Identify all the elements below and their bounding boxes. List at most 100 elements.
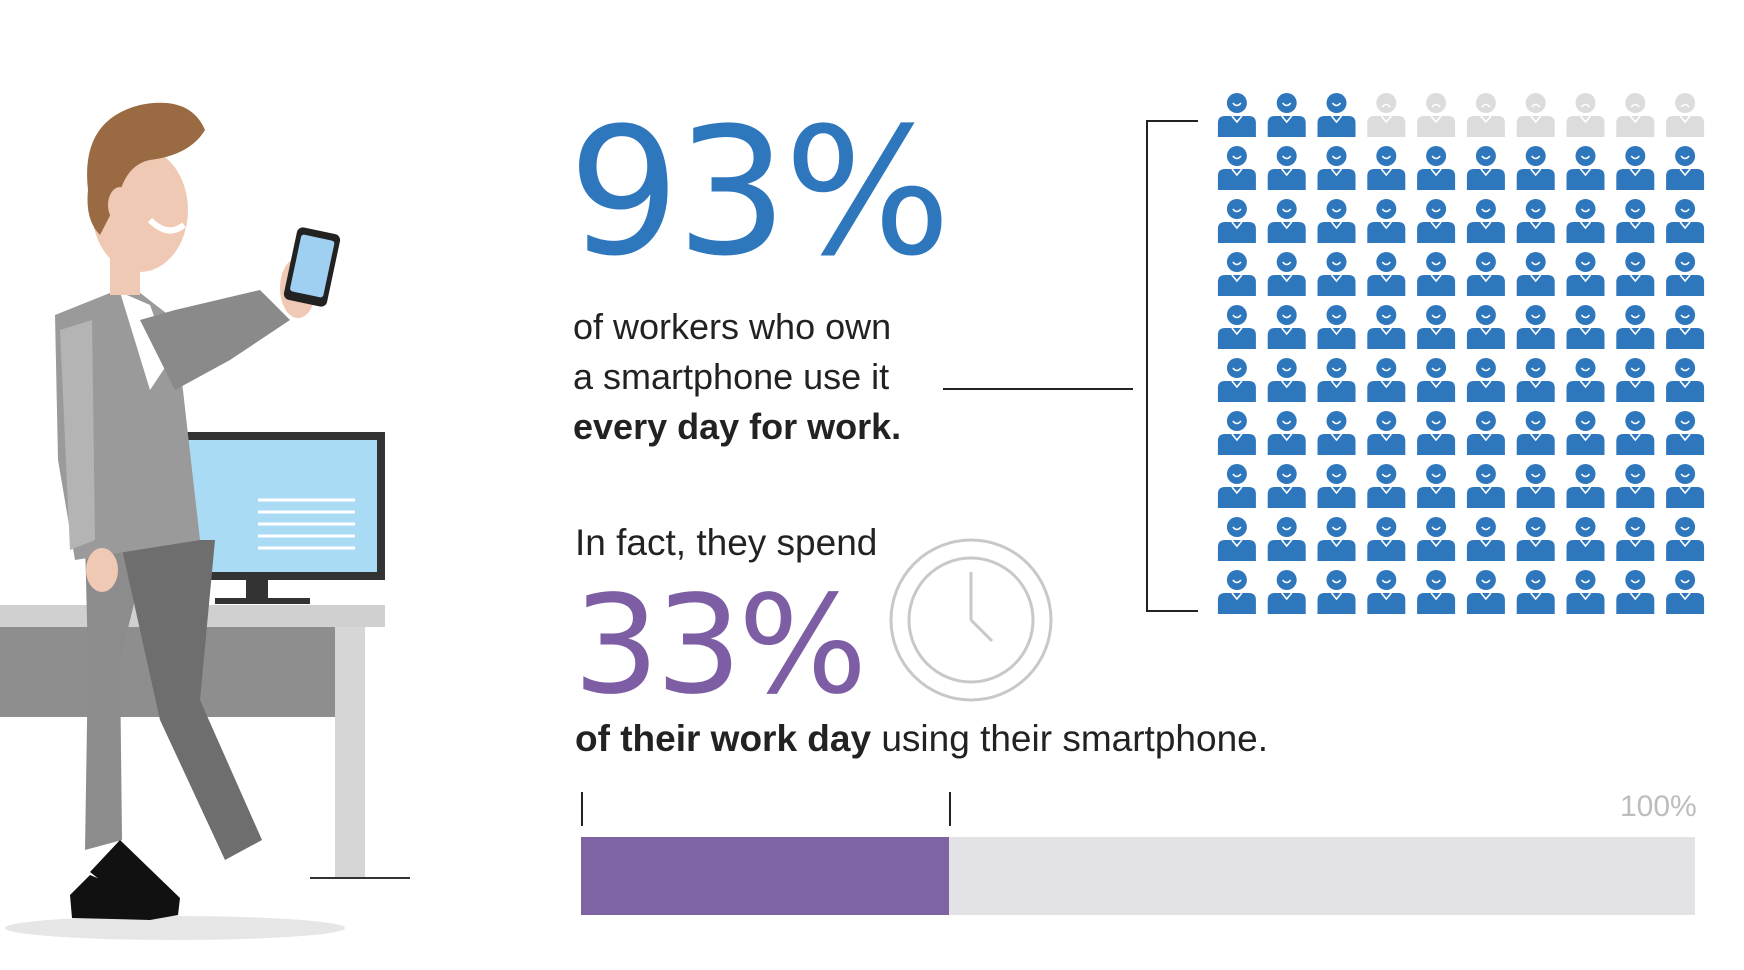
- person-icon: [1616, 464, 1655, 508]
- person-icon: [1317, 199, 1356, 243]
- stat-secondary-intro: In fact, they spend: [575, 522, 878, 563]
- person-icon: [1666, 199, 1705, 243]
- person-icon: [1417, 252, 1456, 296]
- person-icon: [1217, 146, 1256, 190]
- person-icon: [1367, 358, 1406, 402]
- stat-primary-line-1: of workers who own: [573, 306, 892, 347]
- stat-secondary-description: of their work day using their smartphone…: [575, 718, 1268, 760]
- person-icon: [1466, 517, 1505, 561]
- person-icon: [1367, 199, 1406, 243]
- person-icon: [1367, 411, 1406, 455]
- person-icon: [1566, 93, 1605, 137]
- stat-secondary-emphasis: of their work day: [575, 718, 872, 759]
- person-icon: [1566, 358, 1605, 402]
- person-icon: [1317, 146, 1356, 190]
- person-icon: [1616, 570, 1655, 614]
- person-icon: [1566, 464, 1605, 508]
- grid-bracket: [1146, 120, 1198, 612]
- person-icon: [1317, 517, 1356, 561]
- person-icon: [1317, 464, 1356, 508]
- person-icon: [1616, 252, 1655, 296]
- progress-bar-fill: [581, 837, 949, 915]
- person-icon: [1267, 252, 1306, 296]
- person-icon: [1417, 305, 1456, 349]
- person-icon: [1417, 517, 1456, 561]
- person-icon: [1516, 570, 1555, 614]
- person-icon: [1666, 93, 1705, 137]
- person-icon: [1666, 464, 1705, 508]
- person-icon: [1566, 146, 1605, 190]
- person-icon: [1466, 305, 1505, 349]
- stat-primary-value: 93%: [568, 90, 951, 295]
- person-icon: [1417, 464, 1456, 508]
- stat-secondary-rest: using their smartphone.: [871, 718, 1268, 759]
- person-icon: [1616, 93, 1655, 137]
- person-icon: [1516, 252, 1555, 296]
- person-icon: [1267, 199, 1306, 243]
- person-icon: [1217, 411, 1256, 455]
- person-icon: [1466, 93, 1505, 137]
- connector-line: [943, 388, 1133, 390]
- person-icon: [1367, 252, 1406, 296]
- businessman-with-smartphone-illustration: [0, 102, 410, 940]
- person-icon: [1417, 93, 1456, 137]
- person-icon: [1217, 199, 1256, 243]
- person-icon: [1267, 358, 1306, 402]
- person-icon: [1466, 146, 1505, 190]
- person-icon: [1666, 252, 1705, 296]
- person-icon: [1516, 199, 1555, 243]
- stat-primary-description: of workers who own a smartphone use it e…: [573, 302, 901, 452]
- person-icon: [1217, 358, 1256, 402]
- bar-start-tick: [581, 792, 583, 826]
- person-icon: [1367, 146, 1406, 190]
- person-icon: [1317, 305, 1356, 349]
- person-icon: [1466, 252, 1505, 296]
- stat-primary-emphasis: every day for work.: [573, 406, 902, 447]
- person-icon: [1666, 570, 1705, 614]
- person-icon: [1267, 464, 1306, 508]
- person-icon: [1267, 93, 1306, 137]
- person-icon: [1616, 199, 1655, 243]
- person-icon: [1317, 570, 1356, 614]
- person-icon: [1217, 570, 1256, 614]
- person-icon: [1516, 464, 1555, 508]
- person-icon: [1317, 93, 1356, 137]
- progress-bar-track: [581, 837, 1695, 915]
- person-icon: [1466, 199, 1505, 243]
- person-icon: [1317, 252, 1356, 296]
- person-icon: [1566, 252, 1605, 296]
- person-icon: [1217, 464, 1256, 508]
- person-icon: [1516, 305, 1555, 349]
- person-icon: [1367, 517, 1406, 561]
- person-icon: [1367, 305, 1406, 349]
- person-icon: [1616, 305, 1655, 349]
- person-icon: [1466, 570, 1505, 614]
- person-icon: [1616, 411, 1655, 455]
- person-icon: [1666, 146, 1705, 190]
- person-icon: [1367, 464, 1406, 508]
- person-icon: [1267, 146, 1306, 190]
- person-icon: [1367, 570, 1406, 614]
- people-icon-grid: [1217, 93, 1705, 614]
- person-icon: [1666, 305, 1705, 349]
- person-icon: [1217, 305, 1256, 349]
- person-icon: [1267, 570, 1306, 614]
- clock-icon: [889, 538, 1053, 702]
- person-icon: [1616, 517, 1655, 561]
- person-icon: [1566, 517, 1605, 561]
- person-icon: [1566, 411, 1605, 455]
- person-icon: [1417, 358, 1456, 402]
- person-icon: [1217, 252, 1256, 296]
- person-icon: [1566, 305, 1605, 349]
- person-icon: [1516, 358, 1555, 402]
- bar-value-tick: [948, 792, 951, 826]
- person-icon: [1317, 358, 1356, 402]
- person-icon: [1417, 146, 1456, 190]
- person-icon: [1317, 411, 1356, 455]
- person-icon: [1566, 199, 1605, 243]
- person-icon: [1516, 411, 1555, 455]
- person-icon: [1217, 93, 1256, 137]
- person-icon: [1566, 570, 1605, 614]
- person-icon: [1367, 93, 1406, 137]
- person-icon: [1417, 411, 1456, 455]
